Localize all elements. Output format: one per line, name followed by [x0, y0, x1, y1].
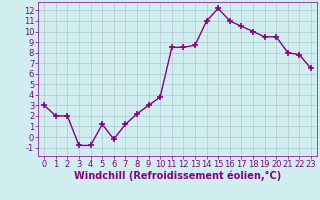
- X-axis label: Windchill (Refroidissement éolien,°C): Windchill (Refroidissement éolien,°C): [74, 171, 281, 181]
